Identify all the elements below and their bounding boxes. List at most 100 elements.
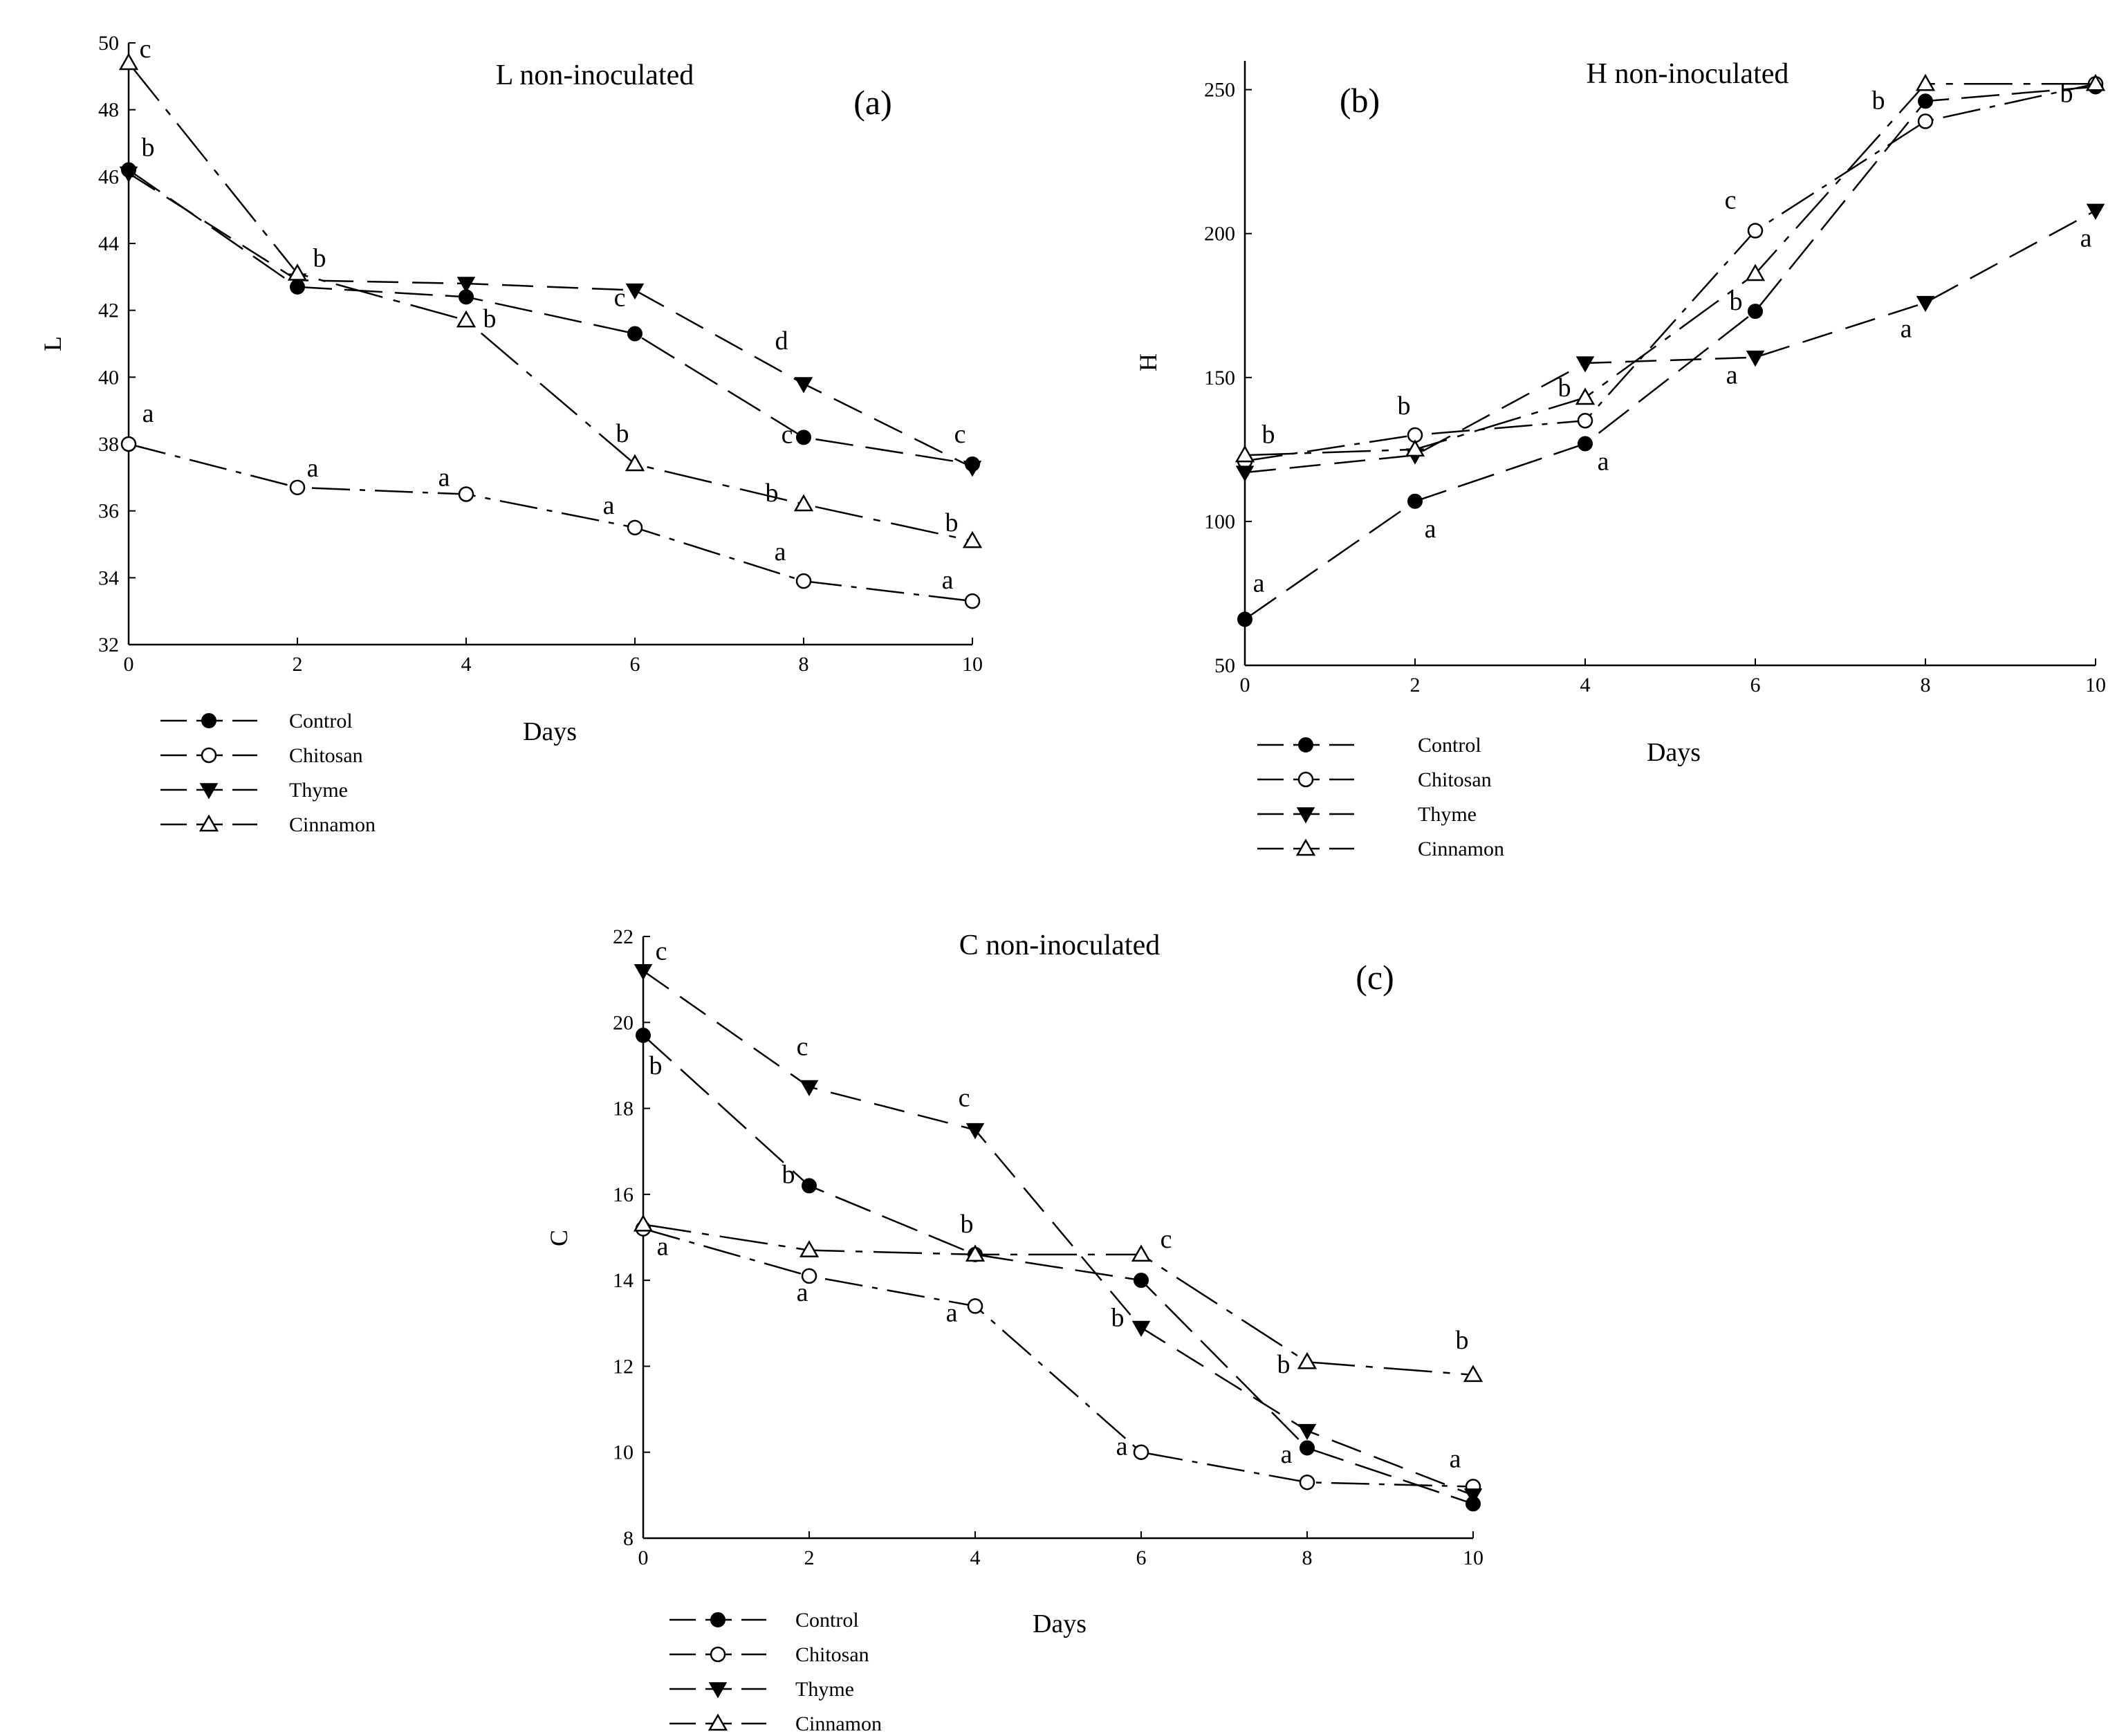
legend-item-thyme: Thyme (669, 1678, 854, 1701)
data-point (1405, 439, 1425, 457)
data-point (1747, 223, 1764, 239)
data-point (1300, 1440, 1315, 1456)
significance-letter: a (1726, 361, 1738, 390)
series-cinnamon: c b b (633, 1214, 1483, 1383)
data-point (1578, 436, 1593, 452)
x-tick-label: 0 (638, 1546, 649, 1569)
series-line (1244, 86, 2096, 620)
data-point (625, 454, 645, 472)
significance-letter: b (1730, 287, 1743, 316)
series-line (643, 1228, 1474, 1488)
significance-letter: a (1281, 1440, 1293, 1469)
significance-letter: c (1161, 1225, 1172, 1254)
series-line (128, 443, 973, 602)
data-point (627, 519, 643, 536)
significance-letter: c (959, 1084, 970, 1113)
legend-marker (1295, 838, 1316, 856)
x-tick-label: 10 (2085, 674, 2106, 696)
significance-letter: a (946, 1298, 958, 1327)
data-point (1134, 1273, 1149, 1289)
significance-letter: a (1116, 1432, 1128, 1461)
data-point (1575, 356, 1595, 373)
x-axis-label: Days (1647, 738, 1701, 767)
series-cinnamon: c b b b b b (118, 35, 983, 548)
y-tick-label: 12 (613, 1355, 634, 1378)
x-tick-label: 6 (630, 653, 640, 676)
chart-title: H non-inoculated (1587, 58, 1789, 90)
y-tick-label: 34 (98, 566, 119, 589)
legend-marker (199, 783, 219, 800)
series-line (643, 1035, 1474, 1505)
data-point (802, 1178, 817, 1194)
legend-item-thyme: Thyme (1257, 803, 1477, 826)
data-point (119, 166, 138, 183)
legend-item-control: Control (669, 1609, 859, 1632)
data-point (1577, 412, 1593, 429)
series-chitosan: b b c b (1237, 76, 2104, 469)
data-point (799, 1080, 819, 1097)
y-tick-label: 22 (613, 925, 634, 948)
significance-letter: a (603, 491, 615, 520)
y-tick-label: 42 (98, 299, 119, 322)
significance-letter: a (657, 1232, 669, 1262)
series-chitosan: a a a a a a (120, 399, 981, 609)
legend-label: Cinnamon (795, 1712, 882, 1735)
data-point (1235, 445, 1255, 463)
data-point (801, 1268, 817, 1284)
legend-item-control: Control (1257, 734, 1481, 757)
data-point (625, 283, 645, 300)
x-axis-label: Days (1033, 1609, 1087, 1638)
significance-letter: b (616, 419, 629, 448)
significance-letter: b (1872, 86, 1885, 115)
legend-label: Cinnamon (1418, 838, 1504, 860)
x-tick-label: 4 (1580, 674, 1591, 696)
significance-letter: d (775, 326, 788, 355)
significance-letter: a (1450, 1444, 1461, 1473)
significance-letter: b (1456, 1326, 1469, 1355)
series-line (128, 172, 973, 468)
significance-letter: b (649, 1051, 663, 1080)
data-point (1463, 1488, 1483, 1505)
significance-letter: c (614, 284, 626, 313)
data-point (1299, 1474, 1315, 1490)
series-control: b b b (636, 1027, 1481, 1512)
y-axis-label: L (39, 336, 66, 351)
data-point (1131, 1244, 1152, 1262)
legend-item-thyme: Thyme (160, 779, 348, 802)
data-point (1131, 1320, 1151, 1338)
series-line (128, 169, 973, 465)
data-point (1575, 387, 1596, 405)
x-tick-label: 2 (804, 1546, 815, 1569)
y-tick-label: 200 (1204, 223, 1235, 246)
y-tick-label: 16 (613, 1183, 634, 1206)
legend-marker (710, 1612, 725, 1627)
legend-marker (708, 1682, 728, 1699)
panel-label: (b) (1340, 81, 1380, 120)
data-point (964, 593, 981, 609)
x-tick-label: 2 (293, 653, 303, 676)
data-point (965, 1244, 986, 1262)
data-point (1916, 295, 1935, 313)
data-point (1235, 465, 1255, 482)
legend-item-chitosan: Chitosan (1257, 768, 1492, 791)
y-tick-label: 50 (98, 32, 119, 55)
panel-label: (c) (1356, 958, 1394, 997)
significance-letter: b (483, 304, 497, 333)
significance-letter: b (142, 133, 155, 163)
x-tick-label: 8 (1302, 1546, 1313, 1569)
series-line (128, 62, 973, 542)
y-tick-label: 32 (98, 634, 119, 656)
y-axis-label: C (545, 1230, 573, 1246)
data-point (2086, 203, 2105, 220)
series-cinnamon: b b b (1235, 73, 2106, 463)
significance-letter: a (775, 537, 786, 566)
significance-letter: a (307, 454, 319, 483)
data-point (1407, 493, 1423, 509)
data-point (796, 430, 811, 445)
data-point (120, 436, 137, 452)
data-point (1748, 304, 1763, 320)
significance-letter: b (2060, 79, 2073, 108)
chart-panel-c: 8 10 12 14 16 18 20 22 0 2 4 6 8 10 C non-inoculated (c… (545, 925, 1483, 1735)
y-tick-label: 46 (98, 165, 119, 188)
